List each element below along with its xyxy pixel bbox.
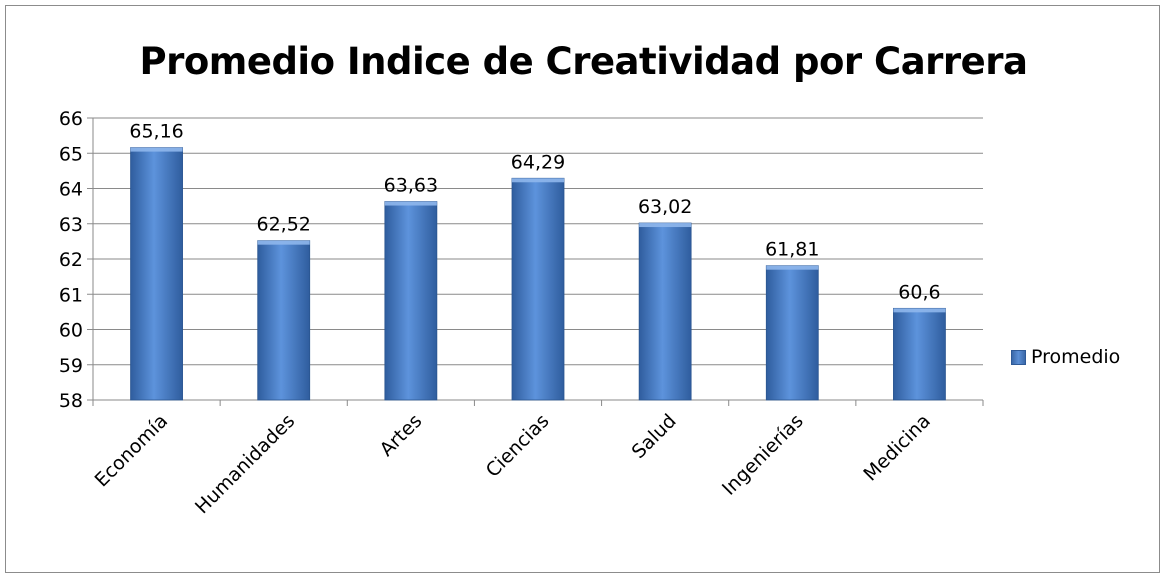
plot-area: 58 59 60 61 62 63 64 65 66 65,16 Economía 62,52 Huma… [59,108,984,518]
category-label: Salud [628,410,681,463]
y-tick-label: 64 [59,179,83,201]
data-label: 63,63 [384,175,438,197]
y-tick-label: 62 [59,249,83,271]
bar [765,265,819,401]
legend-label: Promedio [1031,346,1121,368]
bar-cap [257,240,310,245]
y-tick-label: 60 [59,320,83,342]
bar [511,177,565,401]
data-label: 62,52 [257,214,311,236]
legend-swatch [1011,349,1026,365]
chart-title: Promedio Indice de Creatividad por Carre… [139,40,1028,83]
category-label: Artes [376,410,427,461]
bar [638,222,692,401]
bar [384,201,438,401]
bar-cap [893,308,946,313]
bar-cap [512,178,564,183]
bar-cap [130,147,183,152]
y-tick-label: 63 [59,214,83,236]
data-label: 64,29 [511,151,565,173]
y-tick-label: 66 [59,108,83,130]
bar [130,147,183,401]
bar-cap [639,223,692,228]
y-tick-label: 58 [59,390,83,412]
bar-cap [766,265,819,270]
category-label: Ciencias [482,410,554,482]
category-label: Ingenierías [718,410,808,500]
bar [257,240,311,401]
category-label: Medicina [859,410,935,486]
y-tick-label: 61 [59,284,83,306]
data-label: 61,81 [765,239,819,261]
y-tick-label: 65 [59,143,83,165]
legend: Promedio [1011,346,1120,368]
bar [893,307,946,401]
category-label: Humanidades [191,410,299,518]
bars [130,147,946,401]
category-label: Economía [91,410,172,491]
data-label: 65,16 [129,121,183,143]
data-label: 60,6 [898,281,940,303]
chart-frame: Promedio Indice de Creatividad por Carre… [5,5,1160,573]
data-label: 63,02 [638,196,692,218]
y-tick-label: 59 [59,355,83,377]
bar-cap [384,201,437,206]
